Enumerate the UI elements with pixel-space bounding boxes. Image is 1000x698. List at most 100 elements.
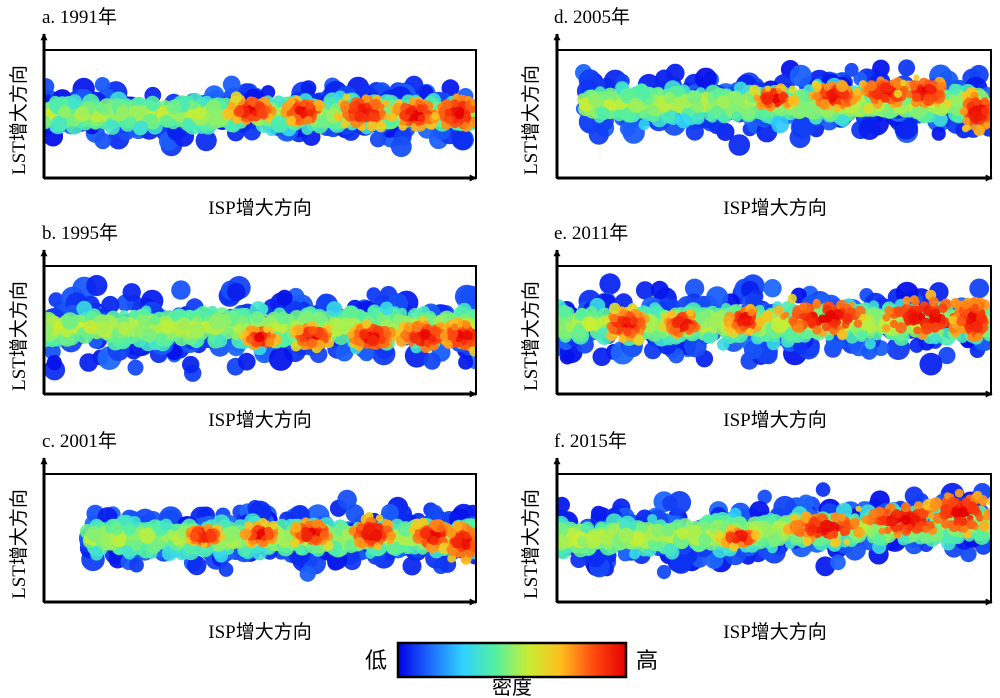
density-point xyxy=(452,521,463,531)
density-point xyxy=(691,111,705,125)
density-point xyxy=(922,94,935,106)
density-point xyxy=(481,100,488,107)
density-point xyxy=(764,85,772,92)
density-point xyxy=(411,518,423,530)
density-point xyxy=(58,105,71,118)
panel-e: e. 2011年 ISP增大方向 LST增大方向 xyxy=(520,222,993,431)
density-point xyxy=(222,75,241,94)
density-point xyxy=(313,99,325,112)
density-point xyxy=(377,335,386,345)
density-point xyxy=(731,111,743,122)
density-point xyxy=(454,110,464,120)
density-point xyxy=(366,120,378,132)
density-point xyxy=(420,329,431,340)
density-point xyxy=(789,64,812,87)
density-point xyxy=(969,278,990,299)
density-point xyxy=(364,102,371,109)
density-point xyxy=(257,528,265,537)
density-point xyxy=(416,104,425,113)
density-point xyxy=(250,311,264,324)
density-point xyxy=(244,521,254,531)
density-point xyxy=(893,89,903,98)
density-point xyxy=(871,89,881,99)
density-point xyxy=(638,118,650,131)
density-point xyxy=(911,92,922,103)
density-point xyxy=(269,520,279,530)
density-point xyxy=(451,537,463,549)
density-point xyxy=(458,354,474,370)
density-point xyxy=(378,111,386,118)
density-point xyxy=(414,338,422,345)
density-point xyxy=(684,278,705,298)
density-point xyxy=(159,114,173,127)
density-point xyxy=(460,540,471,550)
density-point xyxy=(823,83,831,91)
density-point xyxy=(613,109,626,122)
density-point xyxy=(276,289,293,306)
density-point xyxy=(44,115,52,129)
density-point xyxy=(142,328,157,343)
density-point xyxy=(306,102,314,110)
density-point xyxy=(948,83,961,96)
density-point xyxy=(661,109,676,124)
density-point xyxy=(290,538,300,548)
density-point xyxy=(743,340,763,360)
density-point xyxy=(437,524,445,532)
density-point xyxy=(430,326,441,336)
panel-title: a. 1991年 xyxy=(42,6,117,28)
density-point xyxy=(267,113,274,120)
density-point xyxy=(340,100,352,112)
density-point xyxy=(812,92,820,101)
density-point xyxy=(258,304,269,315)
density-point xyxy=(347,331,355,339)
density-point xyxy=(359,330,369,340)
density-point xyxy=(123,522,136,536)
density-point xyxy=(361,319,372,329)
heatmap-area xyxy=(78,489,476,582)
density-point xyxy=(239,528,252,540)
density-point xyxy=(454,284,476,309)
density-point xyxy=(984,122,991,129)
density-point xyxy=(858,118,881,140)
panel-d: d. 2005年 ISP增大方向 LST增大方向 xyxy=(520,6,993,219)
density-point xyxy=(441,79,460,98)
density-point xyxy=(124,116,137,129)
panel-c: c. 2001年 ISP增大方向 LST增大方向 xyxy=(8,430,477,643)
density-point xyxy=(263,325,271,333)
density-point xyxy=(121,545,134,558)
density-point xyxy=(193,107,206,120)
density-point xyxy=(685,122,704,141)
density-point xyxy=(748,84,761,97)
density-point xyxy=(264,337,275,348)
density-point xyxy=(632,84,651,102)
density-point xyxy=(189,323,205,340)
density-point xyxy=(397,521,414,537)
density-point xyxy=(99,533,112,547)
density-point xyxy=(357,524,365,532)
density-point xyxy=(233,106,245,117)
density-point xyxy=(345,504,365,523)
density-point xyxy=(844,62,859,77)
density-point xyxy=(227,282,246,302)
y-axis-label: LST增大方向 xyxy=(520,65,542,175)
density-point xyxy=(832,104,842,113)
density-point xyxy=(132,105,148,121)
panel-title: e. 2011年 xyxy=(554,222,628,244)
density-point xyxy=(77,105,89,117)
density-point xyxy=(819,99,831,110)
density-point xyxy=(337,489,357,510)
density-point xyxy=(980,107,990,116)
density-point xyxy=(919,352,943,376)
density-point xyxy=(101,295,120,315)
density-point xyxy=(44,78,55,95)
density-point xyxy=(704,110,715,122)
density-point xyxy=(348,102,358,111)
density-point xyxy=(252,545,267,561)
density-point xyxy=(431,112,439,121)
density-point xyxy=(428,333,437,343)
density-point xyxy=(592,347,612,367)
density-point xyxy=(254,332,265,343)
density-point xyxy=(44,321,53,339)
panel-b: b. 1995年 ISP增大方向 LST增大方向 xyxy=(8,222,477,431)
density-point xyxy=(227,102,236,110)
